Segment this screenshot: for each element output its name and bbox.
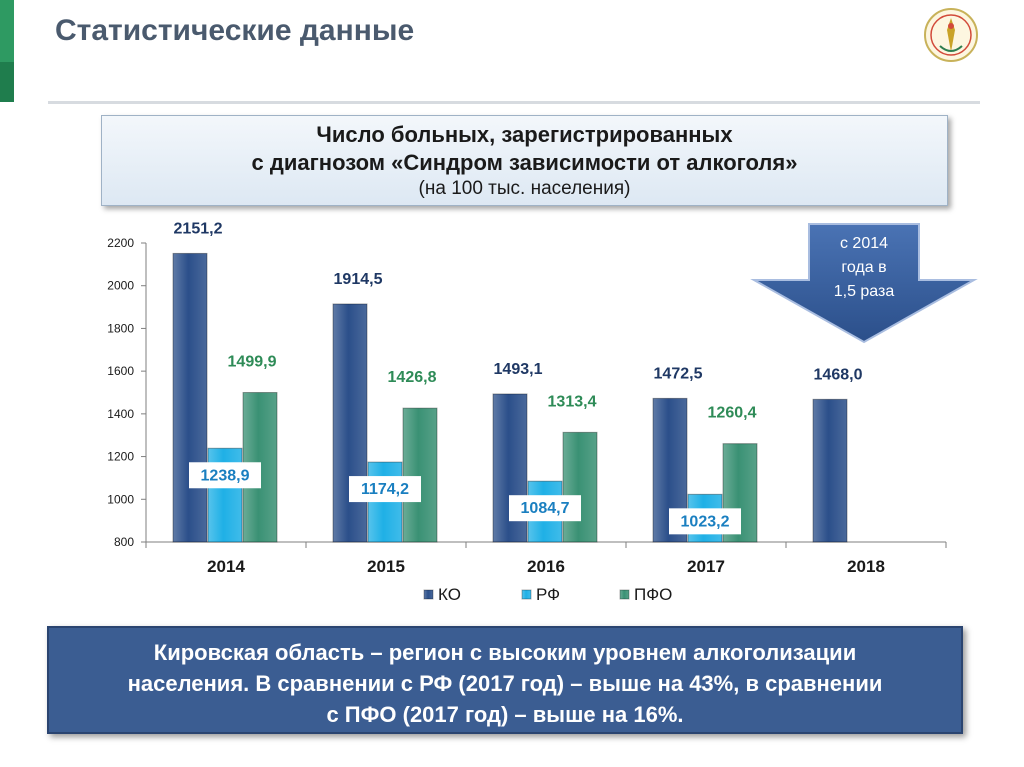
data-label-ko: 1468,0 — [814, 366, 863, 383]
data-label-bg — [509, 495, 581, 522]
conclusion-line-1: Кировская область – регион с высоким уро… — [153, 640, 857, 665]
conclusion-box: Кировская область – регион с высоким уро… — [47, 626, 963, 734]
chart-title-line-2: с диагнозом «Синдром зависимости от алко… — [251, 150, 798, 175]
y-tick-label: 1200 — [107, 450, 134, 464]
page-title: Статистические данные — [55, 14, 415, 47]
data-label-rf: 1238,9 — [201, 467, 250, 484]
y-tick-label: 1800 — [107, 321, 134, 335]
data-label-rf: 1174,2 — [361, 481, 409, 498]
data-label-bg — [669, 508, 741, 535]
title-divider — [48, 101, 980, 104]
bar-КО-2015 — [332, 303, 368, 543]
y-tick-label: 1400 — [107, 407, 134, 421]
conclusion-line-3: с ПФО (2017 год) – выше на 16%. — [326, 702, 684, 727]
data-label-ko: 1914,5 — [334, 271, 383, 288]
data-label-bg — [349, 476, 421, 503]
legend-label: КО — [438, 585, 461, 604]
x-tick-label: 2016 — [527, 557, 565, 576]
chart-header-box: Число больных, зарегистрированных с диаг… — [101, 115, 948, 206]
chart-title-line-1: Число больных, зарегистрированных — [316, 122, 733, 147]
legend-swatch — [423, 589, 434, 600]
data-label-pfo: 1426,8 — [388, 369, 437, 386]
bar-КО-2014 — [172, 252, 208, 543]
y-tick-label: 1000 — [107, 492, 134, 506]
y-tick-label: 2000 — [107, 279, 134, 293]
legend-swatch — [619, 589, 630, 600]
data-label-ko: 1472,5 — [654, 365, 703, 382]
accent-bar-dark — [0, 62, 14, 102]
legend-label: РФ — [536, 585, 560, 604]
x-tick-label: 2014 — [207, 557, 245, 576]
callout-text-line: года в — [841, 259, 886, 276]
x-tick-label: 2015 — [367, 557, 405, 576]
x-tick-label: 2017 — [687, 557, 725, 576]
callout-text-line: 1,5 раза — [834, 283, 895, 300]
bar-chart: 800 1000 1200 1400 1600 1800 2000 2200 2014 2015 2… — [107, 220, 978, 604]
data-label-bg — [189, 462, 261, 489]
legend-swatch — [521, 589, 532, 600]
data-label-ko: 1493,1 — [494, 361, 543, 378]
down-arrow-icon — [750, 223, 978, 344]
bar-ПФО-2016 — [562, 431, 598, 543]
data-label-pfo: 1260,4 — [708, 405, 757, 422]
emblem-logo — [924, 8, 978, 62]
data-label-pfo: 1313,4 — [548, 393, 597, 410]
x-tick-label: 2018 — [847, 557, 885, 576]
y-tick-label: 2200 — [107, 236, 134, 250]
data-label-pfo: 1499,9 — [228, 354, 277, 371]
legend-label: ПФО — [634, 585, 672, 604]
chart-subtitle: (на 100 тыс. населения) — [418, 178, 631, 199]
callout-text-line: с 2014 — [840, 235, 888, 252]
data-label-rf: 1084,7 — [521, 500, 570, 517]
bar-КО-2018 — [812, 398, 848, 543]
conclusion-line-2: населения. В сравнении с РФ (2017 год) –… — [127, 671, 883, 696]
y-tick-label: 800 — [114, 535, 134, 549]
data-label-ko: 2151,2 — [174, 220, 223, 237]
data-label-rf: 1023,2 — [681, 513, 730, 530]
bar-ПФО-2015 — [402, 407, 438, 543]
y-tick-label: 1600 — [107, 364, 134, 378]
